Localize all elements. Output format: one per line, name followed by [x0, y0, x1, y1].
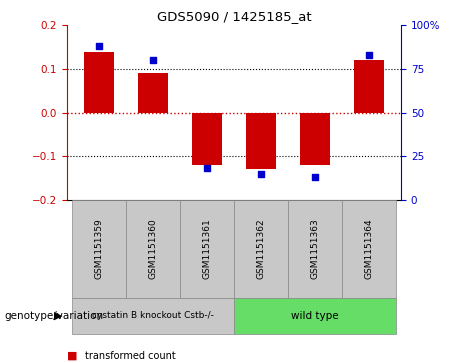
- Bar: [180, 200, 234, 298]
- Text: GSM1151364: GSM1151364: [364, 218, 373, 279]
- Text: ▶: ▶: [54, 311, 62, 321]
- Bar: [300, 113, 330, 165]
- Bar: [354, 60, 384, 113]
- Text: cystatin B knockout Cstb-/-: cystatin B knockout Cstb-/-: [92, 311, 214, 320]
- Point: [311, 174, 319, 180]
- Text: GSM1151360: GSM1151360: [148, 218, 158, 279]
- Bar: [234, 298, 396, 334]
- Text: GSM1151362: GSM1151362: [256, 218, 266, 279]
- Bar: [84, 52, 114, 113]
- Point: [365, 52, 372, 58]
- Bar: [126, 200, 180, 298]
- Bar: [342, 200, 396, 298]
- Point: [95, 44, 103, 49]
- Point: [203, 166, 211, 171]
- Bar: [234, 200, 288, 298]
- Text: ■: ■: [67, 351, 77, 361]
- Bar: [192, 113, 222, 165]
- Text: genotype/variation: genotype/variation: [5, 311, 104, 321]
- Bar: [288, 200, 342, 298]
- Point: [149, 57, 157, 63]
- Text: transformed count: transformed count: [85, 351, 176, 361]
- Bar: [246, 113, 276, 169]
- Text: GSM1151363: GSM1151363: [310, 218, 319, 279]
- Point: [257, 171, 265, 176]
- Bar: [72, 200, 126, 298]
- Bar: [138, 73, 168, 113]
- Text: GSM1151361: GSM1151361: [202, 218, 212, 279]
- Bar: [72, 298, 234, 334]
- Text: wild type: wild type: [291, 311, 339, 321]
- Title: GDS5090 / 1425185_at: GDS5090 / 1425185_at: [157, 10, 311, 23]
- Text: GSM1151359: GSM1151359: [95, 218, 104, 279]
